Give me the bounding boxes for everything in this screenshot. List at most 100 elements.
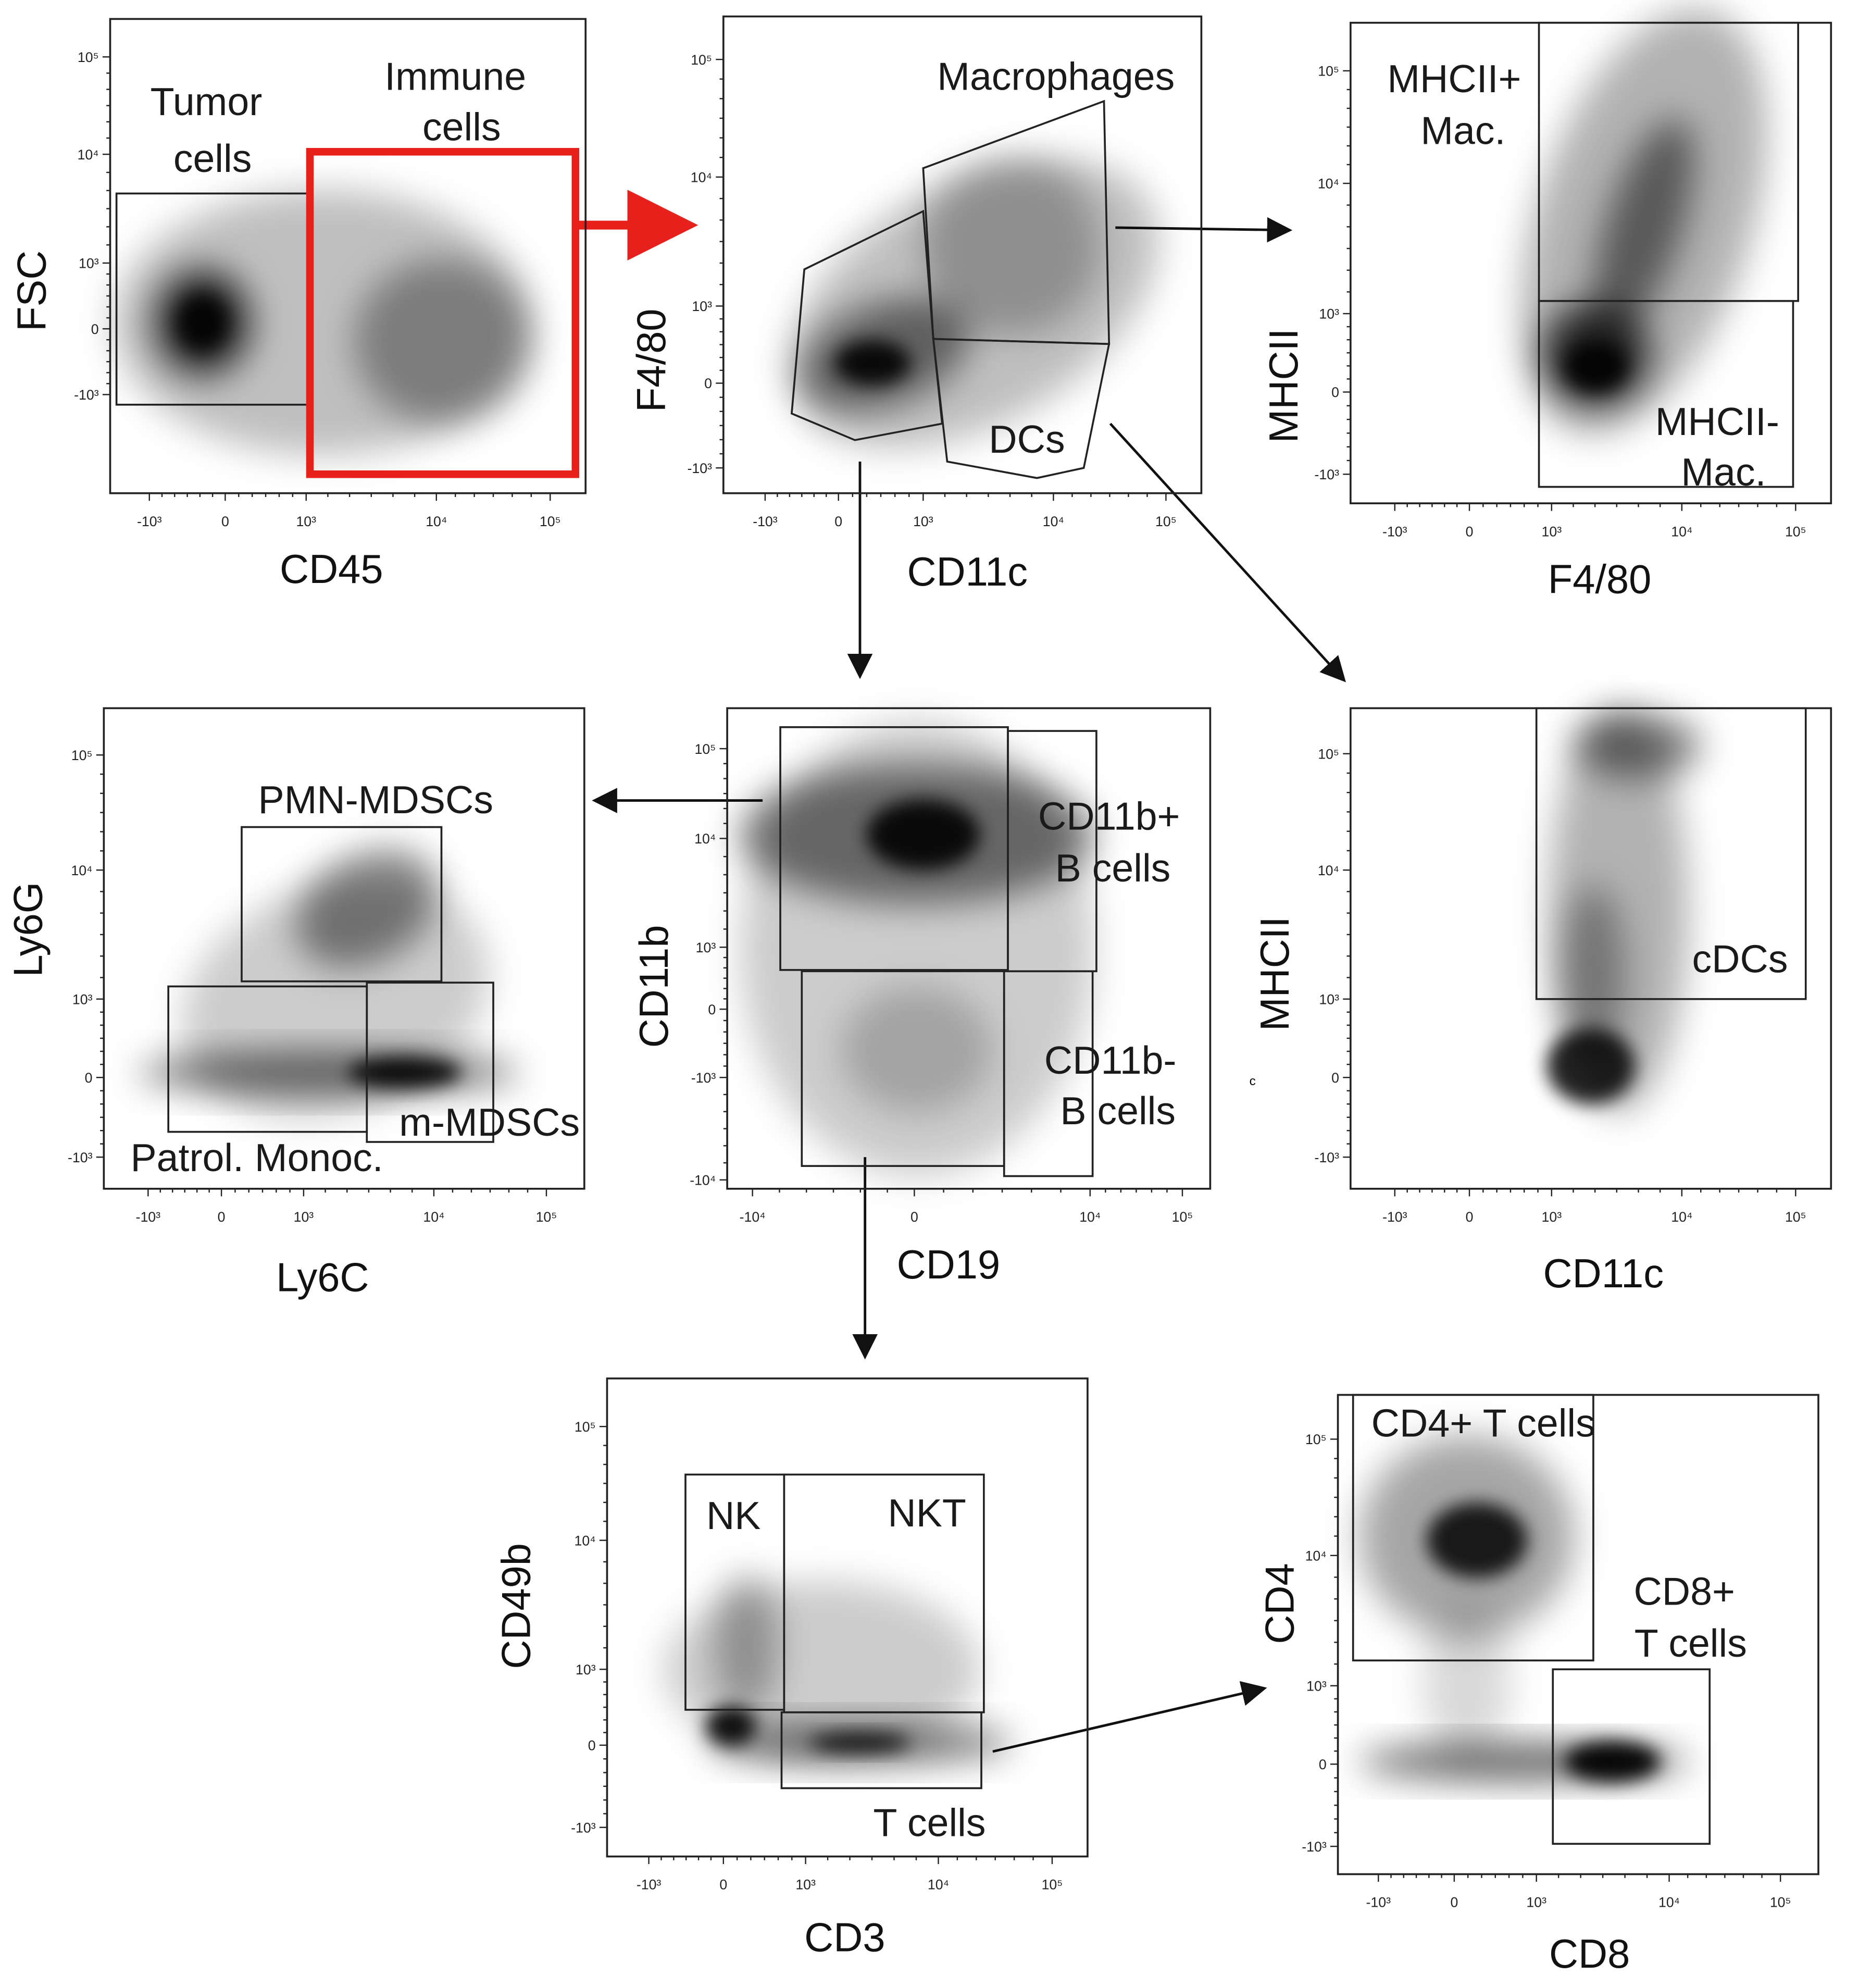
density <box>139 848 519 1119</box>
gate-label: Mac. <box>1420 109 1505 153</box>
y-axis-label: FSC <box>10 251 55 331</box>
x-tick-label: 10⁴ <box>1671 524 1692 539</box>
x-axis-label: CD19 <box>897 1242 1001 1287</box>
gate-label: Tumor <box>151 80 263 123</box>
x-tick-label: -10⁴ <box>740 1209 766 1225</box>
x-tick-label: 10⁴ <box>1671 1209 1692 1225</box>
x-tick-label: 10⁴ <box>1658 1895 1680 1910</box>
y-tick-label: 0 <box>1319 1757 1327 1772</box>
arrows <box>575 190 1346 1753</box>
gate <box>1552 1668 1711 1845</box>
x-tick-label: 0 <box>719 1877 727 1893</box>
y-tick-label: 10⁴ <box>574 1533 595 1548</box>
density-cloud <box>841 986 993 1113</box>
gate-label: Immune <box>384 54 526 98</box>
y-tick-label: -10³ <box>571 1820 596 1835</box>
y-tick-label: 10⁵ <box>695 741 716 757</box>
gate-label: CD11b- <box>1044 1038 1177 1082</box>
gate-label: Patrol. Monoc. <box>130 1136 383 1179</box>
y-tick-label: 10⁴ <box>694 831 716 847</box>
y-tick-label: -10³ <box>74 387 99 403</box>
x-tick-label: 10³ <box>1542 1209 1562 1225</box>
x-tick-label: 0 <box>1466 524 1474 539</box>
gate <box>779 726 1009 971</box>
y-axis-label: MHCII <box>1262 328 1306 443</box>
density <box>1359 1435 1688 1782</box>
plot-frame <box>103 707 585 1190</box>
x-tick-label: 10⁴ <box>1043 514 1064 529</box>
y-tick-label: 10⁵ <box>1318 746 1339 762</box>
x-tick-label: 0 <box>218 1209 226 1225</box>
y-tick-label: 10³ <box>576 1662 596 1678</box>
x-tick-label: -10³ <box>637 1877 662 1893</box>
gate-label: NKT <box>888 1491 966 1535</box>
gate-label: m-MDSCs <box>399 1100 580 1144</box>
y-tick-label: 10⁵ <box>1318 64 1339 79</box>
density <box>788 158 1159 449</box>
gate-label: CD11b+ <box>1038 794 1180 838</box>
y-tick-label: 10⁵ <box>691 52 712 68</box>
x-tick-label: 0 <box>910 1209 918 1225</box>
plot-frame <box>109 18 587 494</box>
gate-highlight <box>306 148 580 478</box>
y-tick-label: 10³ <box>692 299 712 314</box>
y-tick-label: 0 <box>91 321 99 337</box>
density-cloud <box>1593 118 1694 337</box>
plot-frame <box>606 1377 1089 1858</box>
density-cloud <box>1564 341 1628 392</box>
flow-plot: 10⁵ 10⁴ 10³ 0 -10³ -10³ 0 10³ 10⁴ 10⁵ CD11c MHCII cD… <box>1253 707 1832 1296</box>
gate-label: MHCII- <box>1655 400 1779 443</box>
y-tick-label: 10⁴ <box>1318 176 1339 192</box>
x-tick-label: 0 <box>1466 1209 1474 1225</box>
density-cloud <box>354 259 531 424</box>
gate-label: cells <box>173 136 252 180</box>
gate-label: Mac. <box>1681 450 1766 494</box>
y-tick-label: 10³ <box>696 940 716 955</box>
flow-plot: 10⁵ 10⁴ 10³ 0 -10³ -10⁴ -10⁴ 0 10⁴ 10⁵ CD19 CD11b CD… <box>632 707 1212 1287</box>
gate <box>780 1711 982 1790</box>
gate <box>1535 707 1807 1000</box>
x-tick-label: 10⁵ <box>1785 1209 1806 1225</box>
gate-label: Macrophages <box>937 54 1175 98</box>
y-tick-label: 10³ <box>1319 991 1339 1007</box>
y-axis-label: CD49b <box>494 1543 539 1669</box>
x-axis-label: F4/80 <box>1548 557 1652 602</box>
gate-label: CD8+ <box>1633 1569 1735 1613</box>
y-tick-label: 10⁵ <box>1305 1432 1327 1447</box>
x-tick-label: 10⁴ <box>426 514 447 529</box>
y-tick-label: -10³ <box>691 1070 716 1086</box>
y-axis-label: CD4 <box>1258 1563 1303 1644</box>
gate-label: cells <box>422 105 501 148</box>
x-tick-label: 10⁵ <box>1770 1895 1791 1910</box>
x-tick-label: 10⁵ <box>1042 1877 1063 1893</box>
y-tick-label: 10³ <box>79 256 99 271</box>
x-axis-label: Ly6C <box>276 1255 369 1300</box>
x-tick-label: -10³ <box>753 514 778 529</box>
gate <box>790 209 943 441</box>
density-cloud <box>296 848 438 968</box>
x-tick-label: 10⁴ <box>1079 1209 1101 1225</box>
flow-plot: 10⁵ 10⁴ 10³ 0 -10³ -10³ 0 10³ 10⁴ 10⁵ Ly6C Ly6G PMN-… <box>6 707 585 1300</box>
x-axis-label: CD11c <box>907 550 1028 594</box>
x-tick-label: 10³ <box>795 1877 816 1893</box>
density <box>740 720 1094 1176</box>
density <box>1546 708 1701 1113</box>
y-axis-label: Ly6G <box>6 882 51 977</box>
y-tick-label: 0 <box>588 1738 596 1754</box>
x-tick-label: -10³ <box>1382 524 1407 539</box>
y-tick-label: -10³ <box>688 461 713 476</box>
gate-label: MHCII+ <box>1387 57 1521 101</box>
x-axis-label: CD11c <box>1543 1251 1664 1296</box>
density-cloud <box>347 1057 462 1088</box>
density <box>664 1574 1012 1763</box>
x-tick-label: 10³ <box>1542 524 1562 539</box>
y-tick-label: -10³ <box>1315 1150 1340 1165</box>
y-tick-label: -10³ <box>1315 467 1340 482</box>
density-cloud <box>809 1732 911 1753</box>
x-tick-label: -10³ <box>1366 1895 1391 1910</box>
gate <box>932 338 1111 479</box>
y-tick-label: -10⁴ <box>690 1173 716 1188</box>
density-cloud <box>1564 1741 1661 1782</box>
y-axis-label: F4/80 <box>629 309 674 413</box>
